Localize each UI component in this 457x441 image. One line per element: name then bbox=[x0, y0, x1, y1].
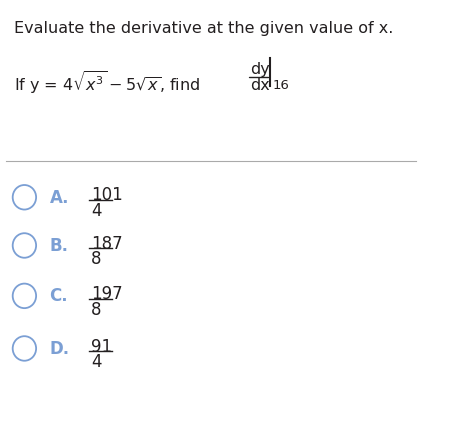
Text: 8: 8 bbox=[91, 250, 102, 268]
Text: 91: 91 bbox=[91, 337, 112, 355]
Text: 101: 101 bbox=[91, 186, 123, 204]
Text: C.: C. bbox=[49, 287, 68, 305]
Text: D.: D. bbox=[49, 340, 69, 358]
Text: 4: 4 bbox=[91, 202, 102, 220]
Text: B.: B. bbox=[49, 237, 69, 255]
Text: If y = $4\sqrt{x^3} - 5\sqrt{x}$, find: If y = $4\sqrt{x^3} - 5\sqrt{x}$, find bbox=[14, 69, 200, 96]
Text: 197: 197 bbox=[91, 285, 123, 303]
Text: Evaluate the derivative at the given value of x.: Evaluate the derivative at the given val… bbox=[14, 21, 393, 36]
Text: dx: dx bbox=[250, 78, 270, 93]
Text: A.: A. bbox=[49, 188, 69, 206]
Text: 4: 4 bbox=[91, 353, 102, 371]
Text: 187: 187 bbox=[91, 235, 123, 253]
Text: 16: 16 bbox=[272, 79, 289, 93]
Text: 8: 8 bbox=[91, 301, 102, 319]
Text: dy: dy bbox=[250, 62, 270, 77]
